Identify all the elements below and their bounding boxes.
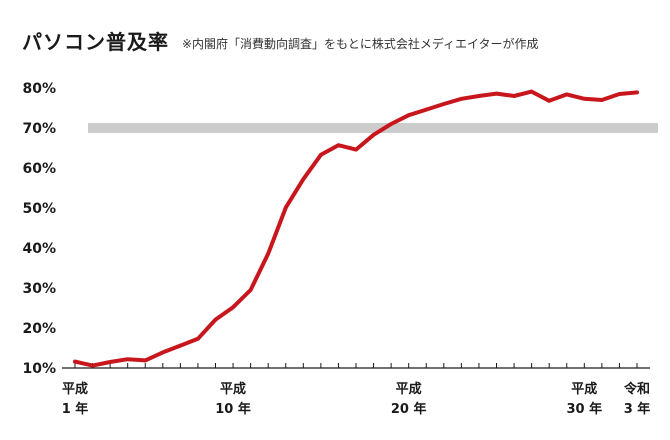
y-tick-label: 70%	[22, 121, 56, 137]
data-point	[494, 91, 499, 96]
data-point	[178, 343, 183, 348]
y-tick-label: 10%	[22, 361, 56, 377]
data-point	[564, 92, 569, 97]
data-point	[283, 205, 288, 210]
data-point	[547, 99, 551, 103]
data-point	[336, 143, 341, 147]
data-point	[477, 94, 481, 98]
data-point	[319, 153, 323, 157]
data-point	[248, 288, 253, 292]
data-point	[213, 317, 218, 322]
data-point	[90, 363, 95, 368]
y-tick-label: 40%	[22, 241, 56, 257]
data-point	[125, 357, 130, 362]
x-tick-label-year: 20 年	[391, 401, 427, 417]
data-point	[459, 97, 464, 101]
y-tick-label: 30%	[22, 281, 56, 297]
x-tick-label-year: 30 年	[567, 401, 603, 417]
x-tick-label-year: 3 年	[624, 401, 651, 417]
data-point	[301, 177, 306, 181]
x-tick-label-year: 1 年	[62, 401, 89, 417]
data-point	[442, 102, 446, 106]
y-tick-label: 20%	[22, 321, 56, 337]
reference-band-70	[88, 123, 658, 133]
data-point	[371, 133, 376, 137]
data-point	[389, 122, 393, 126]
x-tick-label-era: 平成	[62, 381, 88, 397]
y-tick-label: 60%	[22, 161, 56, 177]
data-point	[266, 251, 270, 256]
x-tick-label-era: 平成	[571, 381, 597, 397]
chart-source-note: ※内閣府「消費動向調査」をもとに株式会社メディエイターが作成	[182, 37, 539, 51]
chart-title: パソコン普及率	[22, 30, 169, 54]
data-point	[600, 98, 604, 102]
x-tick-label-era: 平成	[220, 381, 246, 397]
data-point	[617, 92, 622, 96]
data-point	[512, 94, 516, 98]
y-tick-label: 80%	[22, 81, 56, 97]
data-point	[529, 89, 534, 94]
x-tick-label-era: 平成	[396, 381, 422, 397]
data-point	[424, 107, 429, 112]
x-tick-label-year: 10 年	[215, 401, 251, 417]
y-tick-label: 50%	[22, 201, 56, 217]
data-point	[108, 360, 112, 364]
data-point	[582, 97, 587, 101]
data-point	[143, 358, 148, 363]
x-tick-label-era: 令和	[624, 381, 650, 397]
data-point	[196, 337, 200, 341]
data-point	[406, 113, 411, 117]
data-point	[635, 90, 639, 95]
data-point	[354, 147, 358, 152]
data-point	[231, 305, 235, 310]
data-point	[161, 350, 165, 355]
data-point	[73, 359, 77, 364]
